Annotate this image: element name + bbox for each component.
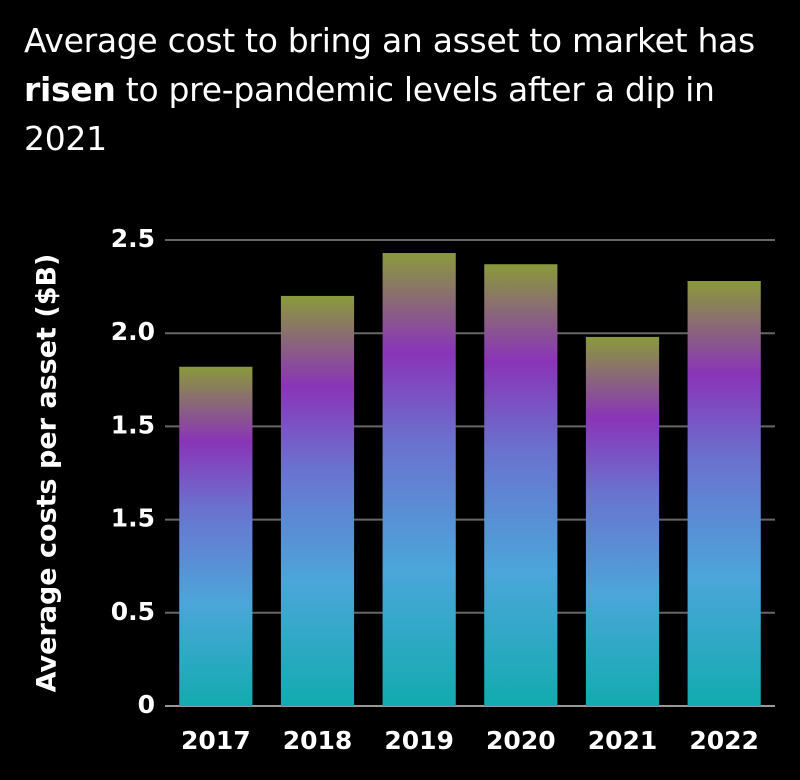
y-tick-label: 0 xyxy=(138,690,155,719)
x-tick-label: 2021 xyxy=(588,726,658,755)
title-text: to pre-pandemic levels after a dip in 20… xyxy=(24,70,715,158)
x-tick-label: 2019 xyxy=(384,726,454,755)
bar xyxy=(585,336,660,706)
bar xyxy=(382,253,456,706)
bar xyxy=(484,264,558,706)
title-text: Average cost to bring an asset to market… xyxy=(24,21,755,60)
chart-title: Average cost to bring an asset to market… xyxy=(24,16,764,163)
y-axis-title: Average costs per asset ($B) xyxy=(32,254,63,693)
bar xyxy=(179,366,253,706)
bar xyxy=(280,295,355,706)
y-tick-label: 1.5 xyxy=(111,410,155,439)
title-emphasis: risen xyxy=(24,70,116,109)
bar xyxy=(687,281,761,706)
y-tick-label: 2.5 xyxy=(111,224,155,253)
x-tick-label: 2020 xyxy=(486,726,556,755)
x-tick-label: 2022 xyxy=(689,726,759,755)
y-tick-label: 2.0 xyxy=(111,317,155,346)
y-tick-label: 0.5 xyxy=(111,597,155,626)
x-tick-label: 2018 xyxy=(283,726,353,755)
x-tick-label: 2017 xyxy=(181,726,251,755)
y-tick-label: 1.5 xyxy=(111,504,155,533)
